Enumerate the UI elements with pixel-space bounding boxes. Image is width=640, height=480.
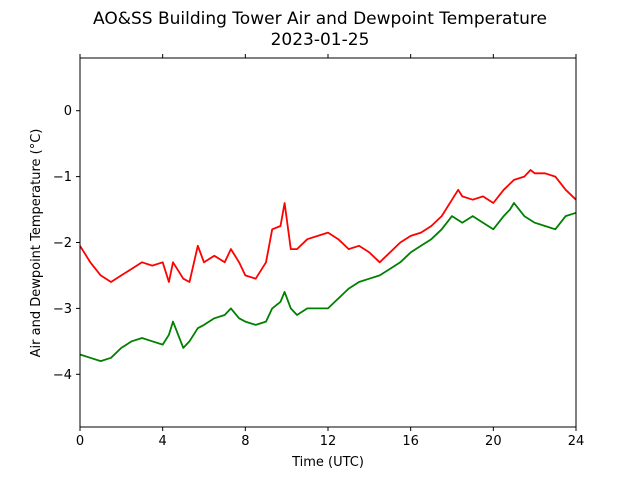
y-tick-label-0: 0 [64, 104, 72, 119]
x-tick-label-3: 12 [320, 434, 337, 449]
x-tick-label-5: 20 [485, 434, 502, 449]
x-tick-label-4: 16 [402, 434, 419, 449]
chart-title: AO&SS Building Tower Air and Dewpoint Te… [93, 9, 547, 29]
y-axis-label: Air and Dewpoint Temperature (°C) [29, 129, 44, 358]
chart-subtitle: 2023-01-25 [271, 30, 370, 50]
x-tick-label-1: 4 [159, 434, 167, 449]
y-tick-label-1: −1 [53, 170, 72, 185]
series-line-0 [79, 169, 577, 283]
x-axis-label: Time (UTC) [291, 455, 364, 470]
x-tick-label-0: 0 [76, 434, 84, 449]
y-tick-label-4: −4 [53, 368, 72, 383]
plot-frame [79, 57, 577, 428]
series-line-1 [79, 202, 577, 363]
plot-area: 0 4 8 12 16 20 24 0 −1 −2 −3 −4 [53, 54, 584, 449]
y-tick-label-2: −2 [53, 236, 72, 251]
x-tick-label-6: 24 [568, 434, 585, 449]
y-tick-label-3: −3 [53, 302, 72, 317]
x-tick-label-2: 8 [241, 434, 249, 449]
